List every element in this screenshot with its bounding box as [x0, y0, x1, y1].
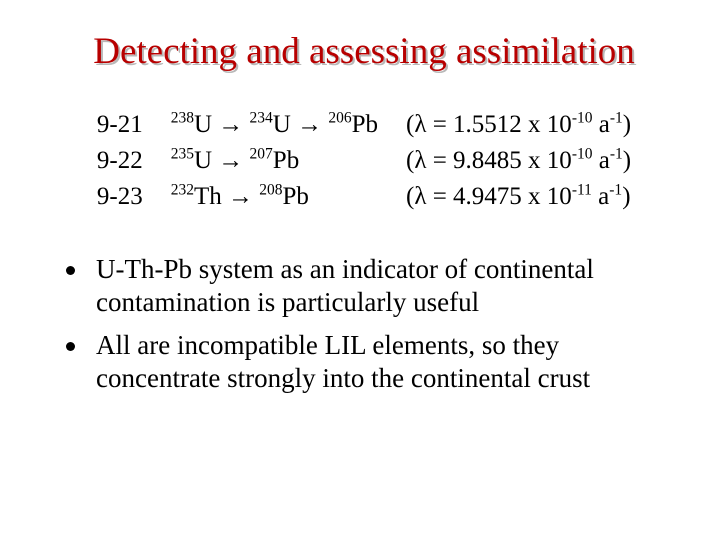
equation-chain: 232Th → 208Pb [157, 183, 392, 213]
slide-title: Detecting and assessing assimilation [48, 32, 680, 73]
equation-id: 9-22 [83, 147, 157, 177]
equation-row: 9-22 235U → 207Pb (λ = 9.8485 x 10-10 a-… [83, 147, 645, 177]
equation-chain: 238U → 234U → 206Pb [157, 111, 392, 141]
equation-id: 9-21 [83, 111, 157, 141]
equation-lambda: (λ = 1.5512 x 10-10 a-1) [392, 111, 645, 141]
bullet-list: U-Th-Pb system as an indicator of contin… [62, 253, 670, 395]
equation-chain: 235U → 207Pb [157, 147, 392, 177]
bullet-item: U-Th-Pb system as an indicator of contin… [62, 253, 670, 319]
bullet-item: All are incompatible LIL elements, so th… [62, 329, 670, 395]
equation-lambda: (λ = 9.8485 x 10-10 a-1) [392, 147, 645, 177]
slide: Detecting and assessing assimilation 9-2… [0, 0, 720, 540]
equation-row: 9-23 232Th → 208Pb (λ = 4.9475 x 10-11 a… [83, 183, 645, 213]
equation-id: 9-23 [83, 183, 157, 213]
equation-lambda: (λ = 4.9475 x 10-11 a-1) [392, 183, 645, 213]
decay-equation-table: 9-21 238U → 234U → 206Pb (λ = 1.5512 x 1… [83, 105, 645, 219]
equation-row: 9-21 238U → 234U → 206Pb (λ = 1.5512 x 1… [83, 111, 645, 141]
